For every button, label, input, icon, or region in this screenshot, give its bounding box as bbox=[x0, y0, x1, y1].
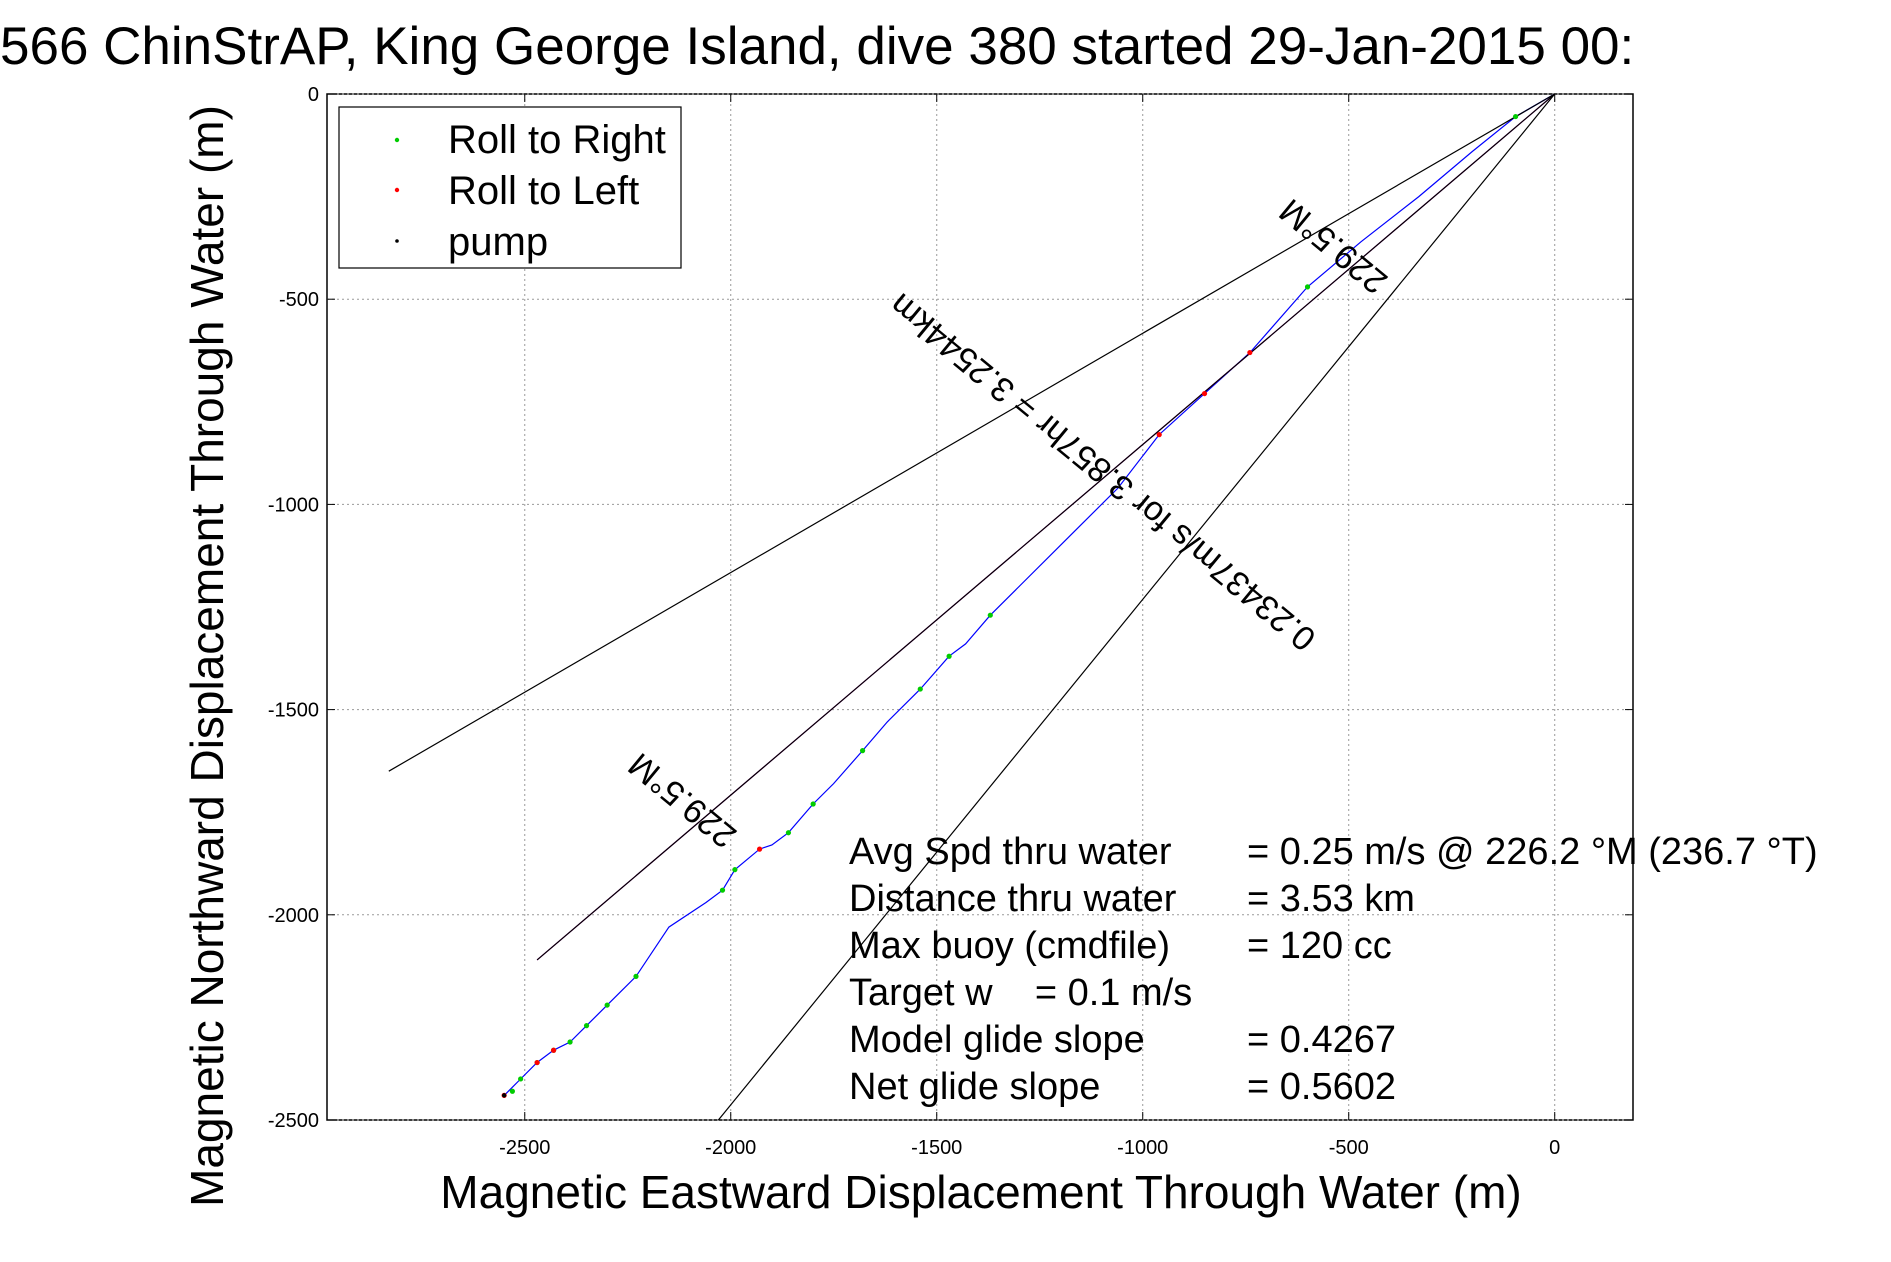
pump-point bbox=[501, 1093, 507, 1098]
y-tick-label: -2000 bbox=[268, 905, 319, 927]
legend-label-roll-right: Roll to Right bbox=[448, 118, 666, 162]
stat-label: Avg Spd thru water bbox=[849, 831, 1172, 873]
stat-value: = 0.25 m/s @ 226.2 °M (236.7 °T) bbox=[1247, 831, 1818, 873]
legend: Roll to Right Roll to Left pump bbox=[338, 106, 682, 269]
x-axis-ticks: -2500 -2000 -1500 -1000 -500 0 bbox=[499, 94, 1560, 1159]
stat-label: Net glide slope bbox=[849, 1066, 1100, 1108]
roll-right-point bbox=[946, 653, 952, 659]
x-tick-label: -1000 bbox=[1117, 1137, 1168, 1159]
roll-right-point bbox=[917, 686, 923, 692]
roll-left-point bbox=[1247, 349, 1253, 356]
x-tick-label: -1500 bbox=[911, 1137, 962, 1159]
legend-label-pump: pump bbox=[448, 220, 548, 264]
series-line-heading-bound-1 bbox=[388, 94, 1556, 772]
stat-label: Distance thru water bbox=[849, 878, 1177, 920]
x-axis-label: Magnetic Eastward Displacement Through W… bbox=[440, 1166, 1521, 1218]
x-tick-label: -2000 bbox=[705, 1137, 756, 1159]
roll-right-point bbox=[859, 748, 866, 754]
roll-left-point bbox=[1156, 432, 1162, 438]
roll-right-point bbox=[509, 1088, 515, 1094]
roll-right-point bbox=[604, 1002, 610, 1008]
series-line-heading-bound-3 bbox=[536, 94, 1556, 961]
x-tick-label: -500 bbox=[1329, 1137, 1369, 1159]
x-tick-label: 0 bbox=[1549, 1137, 1560, 1159]
stat-value: = 0.4267 bbox=[1247, 1019, 1396, 1061]
roll-right-point bbox=[732, 867, 738, 873]
y-tick-label: -2500 bbox=[268, 1110, 319, 1132]
roll-right-point bbox=[810, 801, 816, 807]
stat-value: = 120 cc bbox=[1247, 925, 1392, 967]
series-line-heading-bound-2 bbox=[717, 94, 1556, 1120]
stat-value: = 0.5602 bbox=[1247, 1066, 1396, 1108]
y-axis-ticks: 0 -500 -1000 -1500 -2000 -2500 bbox=[268, 84, 1633, 1132]
legend-marker-roll-right bbox=[394, 137, 400, 143]
legend-marker-pump bbox=[395, 239, 399, 243]
y-tick-label: -1000 bbox=[268, 494, 319, 516]
roll-right-point bbox=[987, 612, 993, 618]
roll-right-point bbox=[1304, 284, 1311, 290]
roll-left-point bbox=[756, 846, 763, 852]
roll-left-point bbox=[1201, 390, 1208, 397]
y-tick-label: 0 bbox=[308, 84, 319, 106]
stat-label: Max buoy (cmdfile) bbox=[849, 925, 1170, 967]
stat-value: = 3.53 km bbox=[1247, 878, 1415, 920]
roll-right-point bbox=[719, 887, 726, 893]
roll-left-point bbox=[550, 1047, 557, 1053]
legend-marker-roll-left bbox=[394, 187, 400, 193]
data-markers bbox=[501, 113, 1519, 1098]
y-tick-label: -500 bbox=[279, 289, 319, 311]
roll-right-point bbox=[1512, 113, 1519, 120]
chart-title: 566 ChinStrAP, King George Island, dive … bbox=[0, 17, 1634, 76]
roll-right-point bbox=[518, 1076, 524, 1082]
y-axis-label: Magnetic Northward Displacement Through … bbox=[181, 105, 233, 1207]
roll-right-point bbox=[567, 1039, 573, 1045]
stat-label: Model glide slope bbox=[849, 1019, 1145, 1061]
legend-label-roll-left: Roll to Left bbox=[448, 169, 639, 213]
x-tick-label: -2500 bbox=[499, 1137, 550, 1159]
roll-right-point bbox=[785, 830, 792, 836]
y-tick-label: -1500 bbox=[268, 700, 319, 722]
stat-label: Target w = 0.1 m/s bbox=[849, 972, 1192, 1014]
stats-block: Avg Spd thru water = 0.25 m/s @ 226.2 °M… bbox=[849, 831, 1818, 1108]
roll-right-point bbox=[633, 973, 639, 979]
roll-right-point bbox=[583, 1023, 590, 1029]
roll-left-point bbox=[534, 1059, 540, 1066]
